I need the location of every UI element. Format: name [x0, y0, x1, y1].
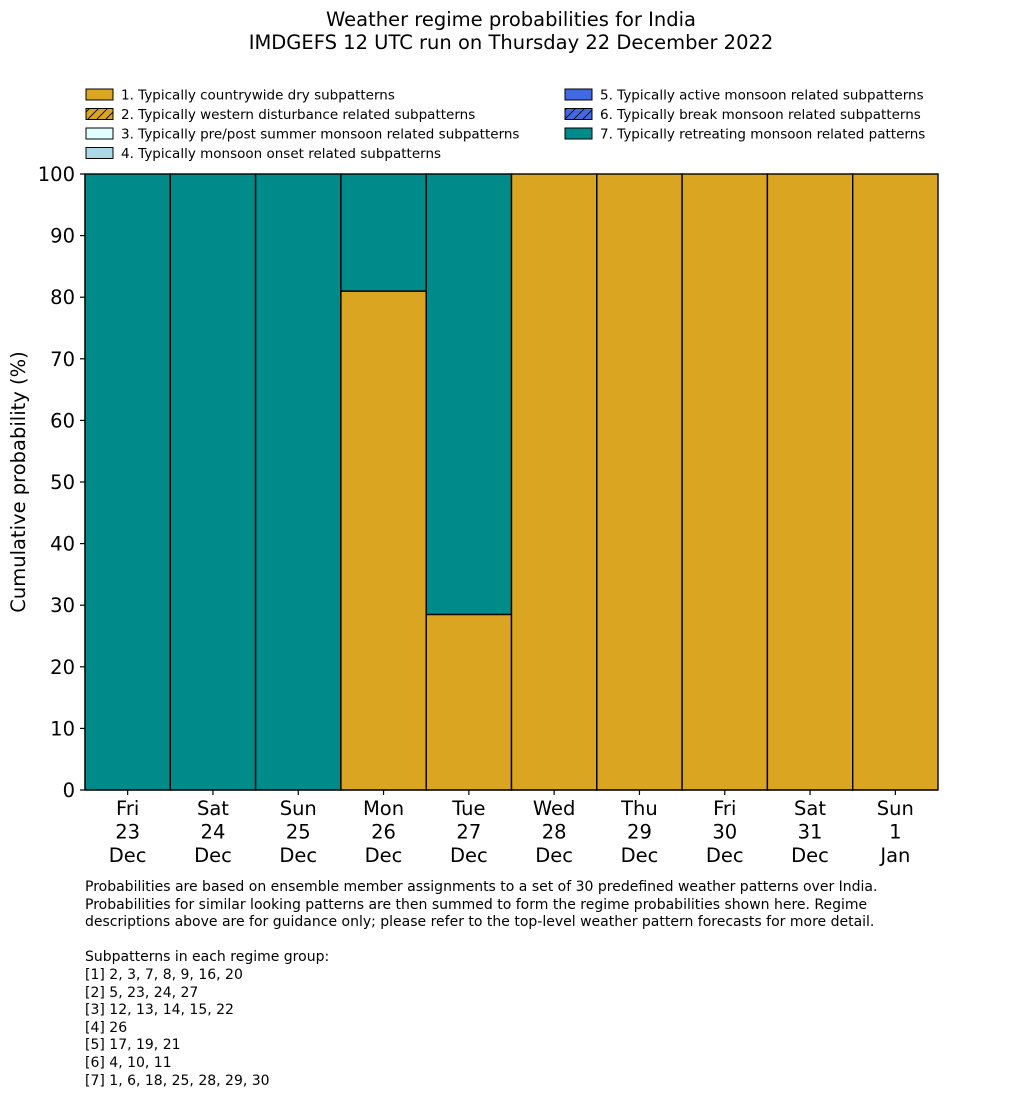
x-axis: Fri 23 Dec Sat 24 Dec Sun 25 Dec Mon 26 Dec Tue 27 Dec…: [85, 789, 938, 867]
y-tick-label: 80: [50, 286, 75, 309]
x-tick-label: Sun 1 Jan: [877, 797, 914, 867]
regime-group-line: [4] 26: [85, 1019, 128, 1036]
legend-swatch-hatch: [86, 108, 113, 120]
x-tick-label: Thu 29 Dec: [620, 797, 658, 867]
bar-segment-regime-1: [425, 613, 513, 791]
legend-label: 4. Typically monsoon onset related subpa…: [121, 146, 441, 162]
regime-group-line: [7] 1, 6, 18, 25, 28, 29, 30: [85, 1072, 270, 1089]
legend-item-regime-5: 5. Typically active monsoon related subp…: [564, 88, 924, 104]
legend-item-regime-2: 2. Typically western disturbance related…: [85, 107, 475, 123]
notes-line: Probabilities for similar looking patter…: [85, 896, 868, 913]
bar-segment-regime-7: [254, 173, 342, 791]
y-axis-label: Cumulative probability (%): [7, 351, 30, 612]
x-tick-label: Fri 30 Dec: [706, 797, 744, 867]
bar-segment-regime-1: [510, 173, 598, 791]
legend-swatch: [564, 88, 593, 101]
legend-label: 5. Typically active monsoon related subp…: [600, 88, 924, 104]
bar-segment-regime-7: [169, 173, 257, 791]
x-tick-label: Tue 27 Dec: [450, 797, 488, 867]
legend-item-regime-7: 7. Typically retreating monsoon related …: [564, 127, 925, 143]
y-tick-label: 0: [63, 779, 75, 802]
x-tick-label: Fri 23 Dec: [109, 797, 147, 867]
bar-segment-regime-1: [596, 173, 683, 791]
legend-swatch: [564, 127, 593, 140]
y-axis: 0 10 20 30 40 50 60 70 80 90 100: [38, 163, 86, 802]
notes-line: Probabilities are based on ensemble memb…: [85, 879, 878, 895]
bar-segment-regime-1: [340, 290, 427, 791]
bar-segment-regime-7: [84, 173, 172, 791]
y-tick-label: 70: [50, 348, 75, 371]
bar-segment-regime-1: [766, 173, 854, 791]
legend-swatch: [85, 88, 114, 101]
chart-subtitle: IMDGEFS 12 UTC run on Thursday 22 Decemb…: [249, 31, 774, 54]
bar-segment-regime-1: [681, 173, 769, 791]
y-tick-label: 20: [50, 656, 75, 679]
regime-group-line: [5] 17, 19, 21: [85, 1037, 181, 1054]
legend-item-regime-1: 1. Typically countrywide dry subpatterns: [85, 88, 395, 104]
legend-swatch-hatch: [565, 108, 592, 120]
legend-label: 1. Typically countrywide dry subpatterns: [121, 88, 395, 104]
legend-label: 6. Typically break monsoon related subpa…: [600, 107, 921, 123]
legend-label: 7. Typically retreating monsoon related …: [600, 127, 925, 143]
x-tick-label: Sat 24 Dec: [194, 797, 232, 867]
y-tick-label: 40: [50, 533, 75, 556]
y-tick-label: 60: [50, 409, 75, 432]
plot-bars: [84, 173, 939, 791]
legend-item-regime-3: 3. Typically pre/post summer monsoon rel…: [85, 127, 519, 143]
y-tick-label: 50: [50, 471, 75, 494]
notes: Probabilities are based on ensemble memb…: [85, 879, 985, 1090]
legend-label: 2. Typically western disturbance related…: [121, 107, 475, 123]
x-tick-label: Wed 28 Dec: [533, 797, 576, 867]
y-tick-label: 100: [38, 163, 75, 186]
regime-group-line: [2] 5, 23, 24, 27: [85, 984, 199, 1001]
notes-line: descriptions above are for guidance only…: [85, 914, 875, 931]
chart-title: Weather regime probabilities for India: [326, 8, 696, 31]
legend-swatch: [85, 147, 114, 159]
bar-segment-regime-1: [852, 173, 939, 791]
bar-segment-regime-7: [425, 173, 513, 616]
legend: 1. Typically countrywide dry subpatterns…: [85, 88, 925, 162]
y-tick-label: 90: [50, 225, 75, 248]
y-tick-label: 30: [50, 594, 75, 617]
x-tick-label: Sat 31 Dec: [791, 797, 829, 867]
legend-item-regime-4: 4. Typically monsoon onset related subpa…: [85, 146, 441, 162]
notes-heading: Subpatterns in each regime group:: [85, 949, 330, 966]
regime-group-line: [3] 12, 13, 14, 15, 22: [85, 1002, 234, 1019]
legend-swatch: [85, 127, 114, 140]
x-tick-label: Sun 25 Dec: [279, 797, 317, 867]
regime-chart: Weather regime probabilities for India I…: [7, 8, 939, 867]
regime-group-line: [6] 4, 10, 11: [85, 1054, 172, 1071]
regime-group-line: [1] 2, 3, 7, 8, 9, 16, 20: [85, 966, 243, 983]
bar-segment-regime-7: [340, 173, 427, 292]
legend-item-regime-6: 6. Typically break monsoon related subpa…: [564, 107, 921, 123]
legend-label: 3. Typically pre/post summer monsoon rel…: [121, 127, 519, 143]
x-tick-label: Mon 26 Dec: [363, 797, 404, 867]
y-tick-label: 10: [50, 717, 75, 740]
